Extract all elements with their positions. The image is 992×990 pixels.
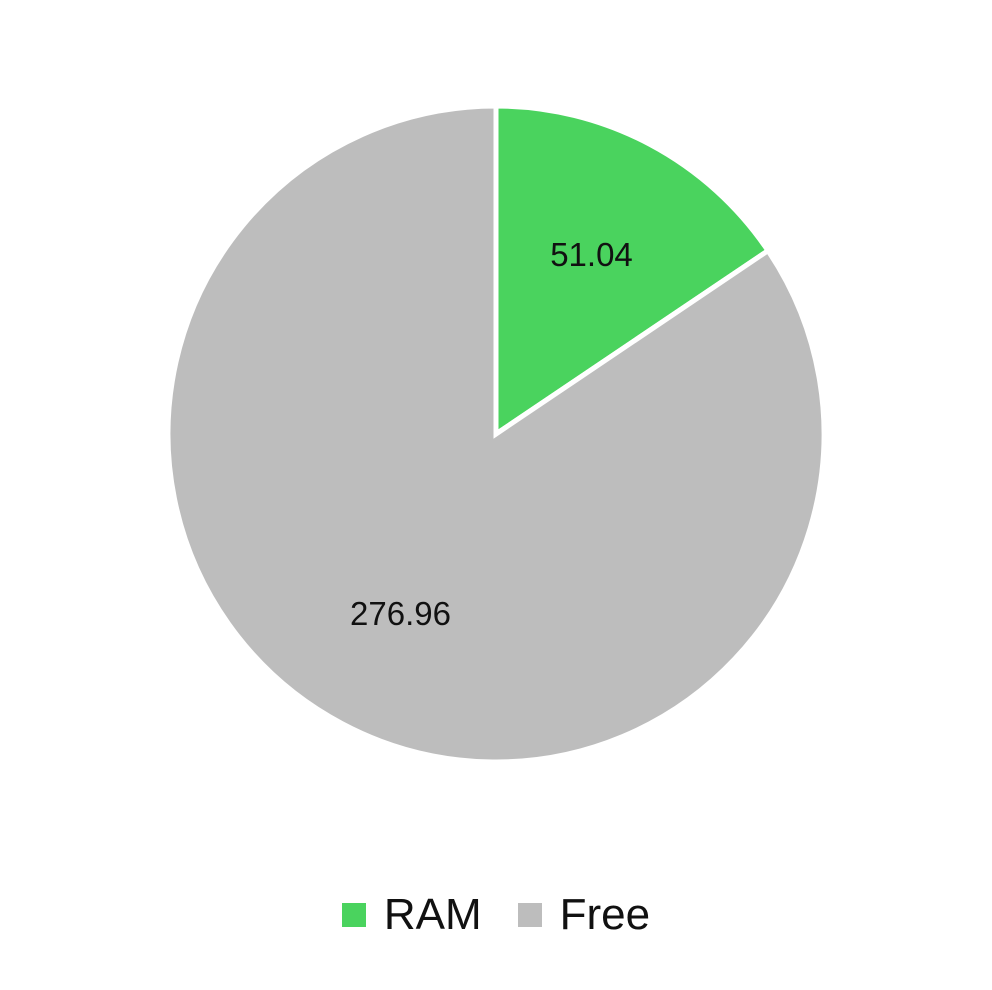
legend-swatch-ram	[341, 903, 366, 927]
pie-value-labels: 51.04 276.96	[350, 236, 633, 632]
pie-slice-free	[165, 103, 827, 765]
legend-item-free: Free	[517, 890, 651, 939]
legend: RAM Free	[0, 884, 992, 946]
pie-value-label-ram: 51.04	[550, 236, 633, 273]
legend-label-free: Free	[559, 890, 651, 939]
pie-slice-ram	[493, 103, 772, 439]
pie-slices	[165, 103, 827, 765]
legend-item-ram: RAM	[341, 890, 482, 939]
legend-label-ram: RAM	[383, 890, 482, 939]
pie-value-label-free: 276.96	[350, 595, 451, 632]
legend-swatch-free	[517, 903, 542, 927]
